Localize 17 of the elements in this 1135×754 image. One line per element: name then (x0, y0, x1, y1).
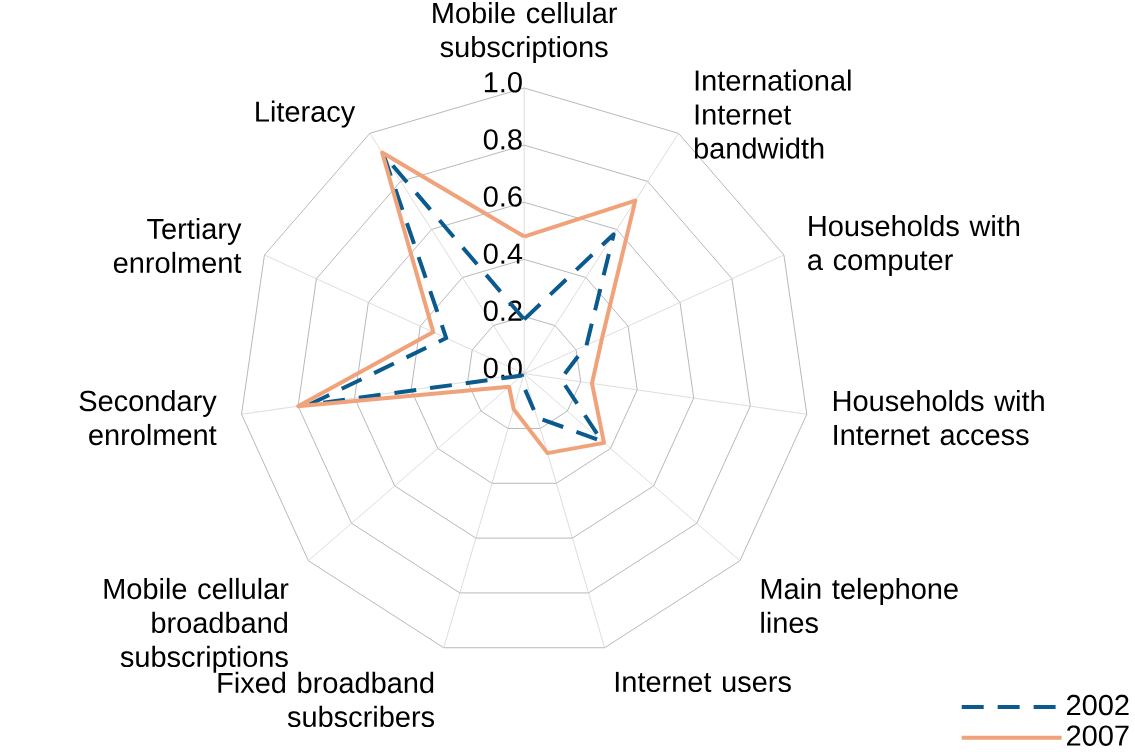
spoke-label: Households with a computer (808, 215, 1020, 276)
y-tick-label: 1.0 (484, 72, 522, 93)
spoke-label: Mobile cellular subscriptions (433, 2, 617, 63)
spoke-label: Mobile cellular broadband subscriptions (104, 577, 289, 673)
spoke-label: Fixed broadband subscribers (218, 671, 435, 728)
legend-label: 2002 (1067, 694, 1129, 716)
spoke-label: Internet users (615, 671, 791, 693)
y-tick-label: 0.4 (483, 243, 523, 264)
y-tick-label: 0.8 (483, 129, 522, 150)
spoke-label: Tertiary enrolment (113, 217, 242, 274)
spoke-label: International Internet bandwidth (694, 69, 851, 159)
spoke-label: Literacy (256, 100, 356, 128)
spoke-label: Households with Internet access (833, 389, 1044, 446)
legend-label: 2007 (1067, 725, 1129, 746)
spoke-label: Secondary enrolment (79, 389, 217, 446)
y-tick-label: 0.6 (483, 186, 522, 207)
spoke-label: Main telephone lines (761, 577, 958, 634)
